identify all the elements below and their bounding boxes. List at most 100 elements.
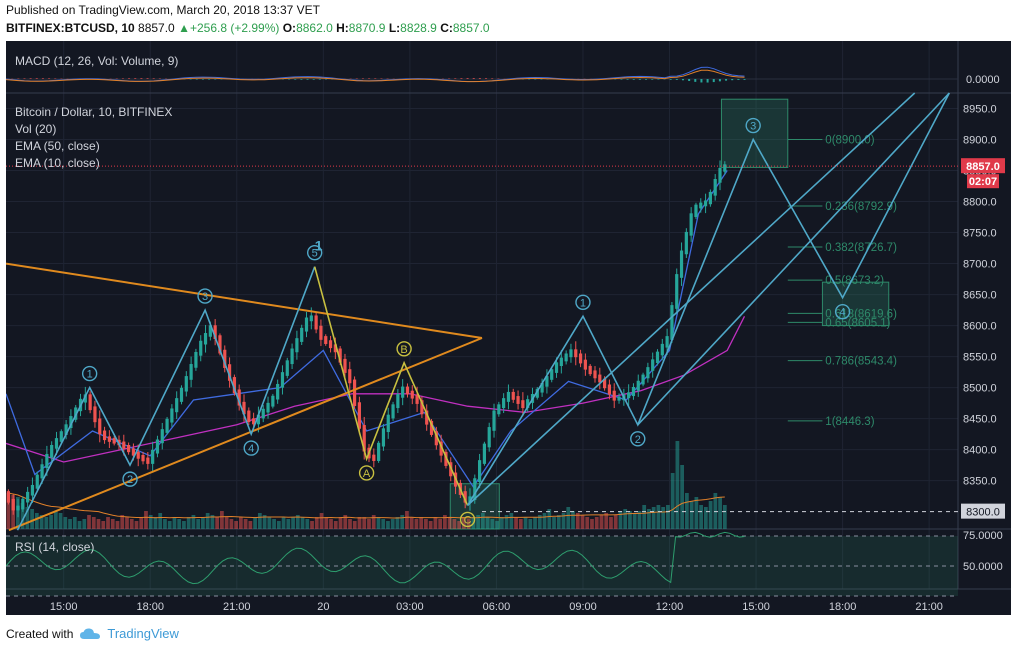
legend-ema10[interactable]: EMA (10, close) bbox=[15, 156, 100, 170]
time-tick-label: 03:00 bbox=[396, 601, 424, 613]
volume-bar bbox=[295, 515, 300, 529]
candle-body bbox=[112, 438, 116, 444]
main-title[interactable]: Bitcoin / Dollar, 10, BITFINEX bbox=[15, 105, 172, 119]
candle-body bbox=[646, 367, 650, 379]
elliott-wave-path bbox=[16, 266, 316, 531]
candle-body bbox=[343, 358, 347, 373]
candle-body bbox=[122, 441, 126, 449]
candle-body bbox=[232, 377, 236, 394]
wave-label-circle bbox=[745, 117, 761, 134]
time-tick-label: 21:00 bbox=[223, 601, 251, 613]
target-zone bbox=[821, 281, 890, 327]
volume-bar bbox=[87, 515, 91, 529]
candle-body bbox=[314, 315, 318, 330]
candle-body bbox=[252, 418, 256, 425]
candle-body bbox=[415, 394, 419, 404]
candle-body bbox=[679, 250, 684, 278]
candle-body bbox=[184, 376, 188, 392]
macd-legend[interactable]: MACD (12, 26, Vol: Volume, 9) bbox=[15, 54, 178, 68]
drawings[interactable]: 1 2 3 4 5 A B C 1 2 3 4 1 bbox=[6, 92, 958, 532]
low-label: L: bbox=[388, 21, 401, 35]
candle-body bbox=[535, 388, 539, 398]
volume-bar bbox=[6, 493, 11, 529]
candle-body bbox=[675, 274, 679, 309]
candle-body bbox=[617, 396, 621, 401]
volume-bar bbox=[400, 515, 405, 529]
candle-body bbox=[59, 431, 63, 442]
volume-bar bbox=[310, 521, 314, 529]
volume-bar bbox=[438, 519, 443, 529]
level-tag-text: 8300.0 bbox=[966, 507, 1000, 519]
candle-body bbox=[300, 327, 304, 342]
time-tick-label: 21:00 bbox=[915, 601, 943, 613]
created-with-label: Created with bbox=[6, 626, 74, 641]
volume-bar bbox=[447, 517, 452, 529]
candle-body bbox=[290, 348, 294, 365]
macd-axis-value: 0.0000 bbox=[966, 74, 1000, 86]
candle-body bbox=[545, 376, 549, 387]
volume-bar bbox=[457, 521, 462, 529]
volume-bar bbox=[713, 493, 718, 529]
volume-bar bbox=[386, 521, 390, 529]
volume-bar bbox=[722, 505, 727, 529]
symbol-label[interactable]: BITFINEX:BTCUSD, 10 bbox=[6, 21, 135, 35]
last-price-tag bbox=[961, 158, 1005, 174]
chart-canvas[interactable]: 0(8900.0) 0.236(8792.9) 0.382(8726.7) 0.5(8… bbox=[6, 41, 1011, 615]
volume-bar bbox=[514, 517, 518, 529]
candle-body bbox=[54, 438, 59, 449]
candle-body bbox=[328, 340, 333, 349]
candle-body bbox=[107, 436, 111, 442]
volume-bar bbox=[106, 517, 110, 529]
volume-bar bbox=[182, 521, 186, 529]
volume-bar bbox=[405, 511, 409, 529]
wave-label: B bbox=[400, 344, 407, 356]
grid bbox=[6, 41, 958, 589]
volume-bar bbox=[44, 517, 49, 529]
volume-bar bbox=[661, 507, 666, 529]
price-tick-label: 8500.0 bbox=[963, 383, 997, 395]
volume-bar bbox=[63, 517, 68, 529]
time-axis[interactable]: 15:00 18:00 21:00 20 03:00 06:00 09:00 12:00 15:… bbox=[50, 601, 943, 613]
volume-bar bbox=[72, 517, 77, 529]
legend-ema50[interactable]: EMA (50, close) bbox=[15, 139, 100, 153]
candle-body bbox=[276, 383, 280, 400]
time-tick-label: 18:00 bbox=[136, 601, 164, 613]
candle-body bbox=[516, 396, 520, 404]
candle-body bbox=[511, 391, 515, 400]
ema50-line bbox=[6, 316, 746, 463]
triangle-upper-line bbox=[6, 262, 483, 339]
last-price: 8857.0 bbox=[138, 21, 175, 35]
legend-vol[interactable]: Vol (20) bbox=[15, 122, 56, 136]
fib-level-label: 0.5(8673.2) bbox=[825, 275, 884, 287]
candle-body bbox=[506, 391, 511, 402]
fib-retracement[interactable]: 0(8900.0) 0.236(8792.9) 0.382(8726.7) 0.5(8… bbox=[787, 135, 897, 428]
volume-bar bbox=[590, 519, 594, 529]
target-zone bbox=[720, 98, 789, 168]
tradingview-brand[interactable]: TradingView bbox=[107, 626, 179, 641]
price-tick-label: 8700.0 bbox=[963, 259, 997, 271]
candle-body bbox=[482, 443, 487, 464]
candle-body bbox=[309, 315, 313, 322]
channel-line bbox=[637, 92, 950, 426]
candle-body bbox=[237, 389, 241, 406]
candle-body bbox=[165, 418, 169, 433]
candle-body bbox=[603, 378, 607, 389]
volume-bar bbox=[243, 519, 248, 529]
volume-bar bbox=[115, 521, 120, 529]
volume-bar bbox=[523, 517, 528, 529]
candle-body bbox=[574, 349, 578, 358]
volume-bar bbox=[20, 503, 25, 529]
rsi-legend[interactable]: RSI (14, close) bbox=[15, 540, 94, 554]
volume-bar bbox=[343, 515, 348, 529]
volume-bar bbox=[708, 501, 713, 529]
volume-bar bbox=[148, 515, 153, 529]
candle-body bbox=[295, 338, 299, 353]
candle-body bbox=[593, 370, 597, 379]
candle-body bbox=[612, 390, 616, 401]
price-tick-label: 8400.0 bbox=[963, 445, 997, 457]
candle-body bbox=[88, 394, 92, 411]
countdown-tag bbox=[967, 174, 999, 189]
ema10-line bbox=[6, 170, 728, 488]
volume-bar bbox=[699, 505, 703, 529]
candle-body bbox=[203, 333, 208, 345]
